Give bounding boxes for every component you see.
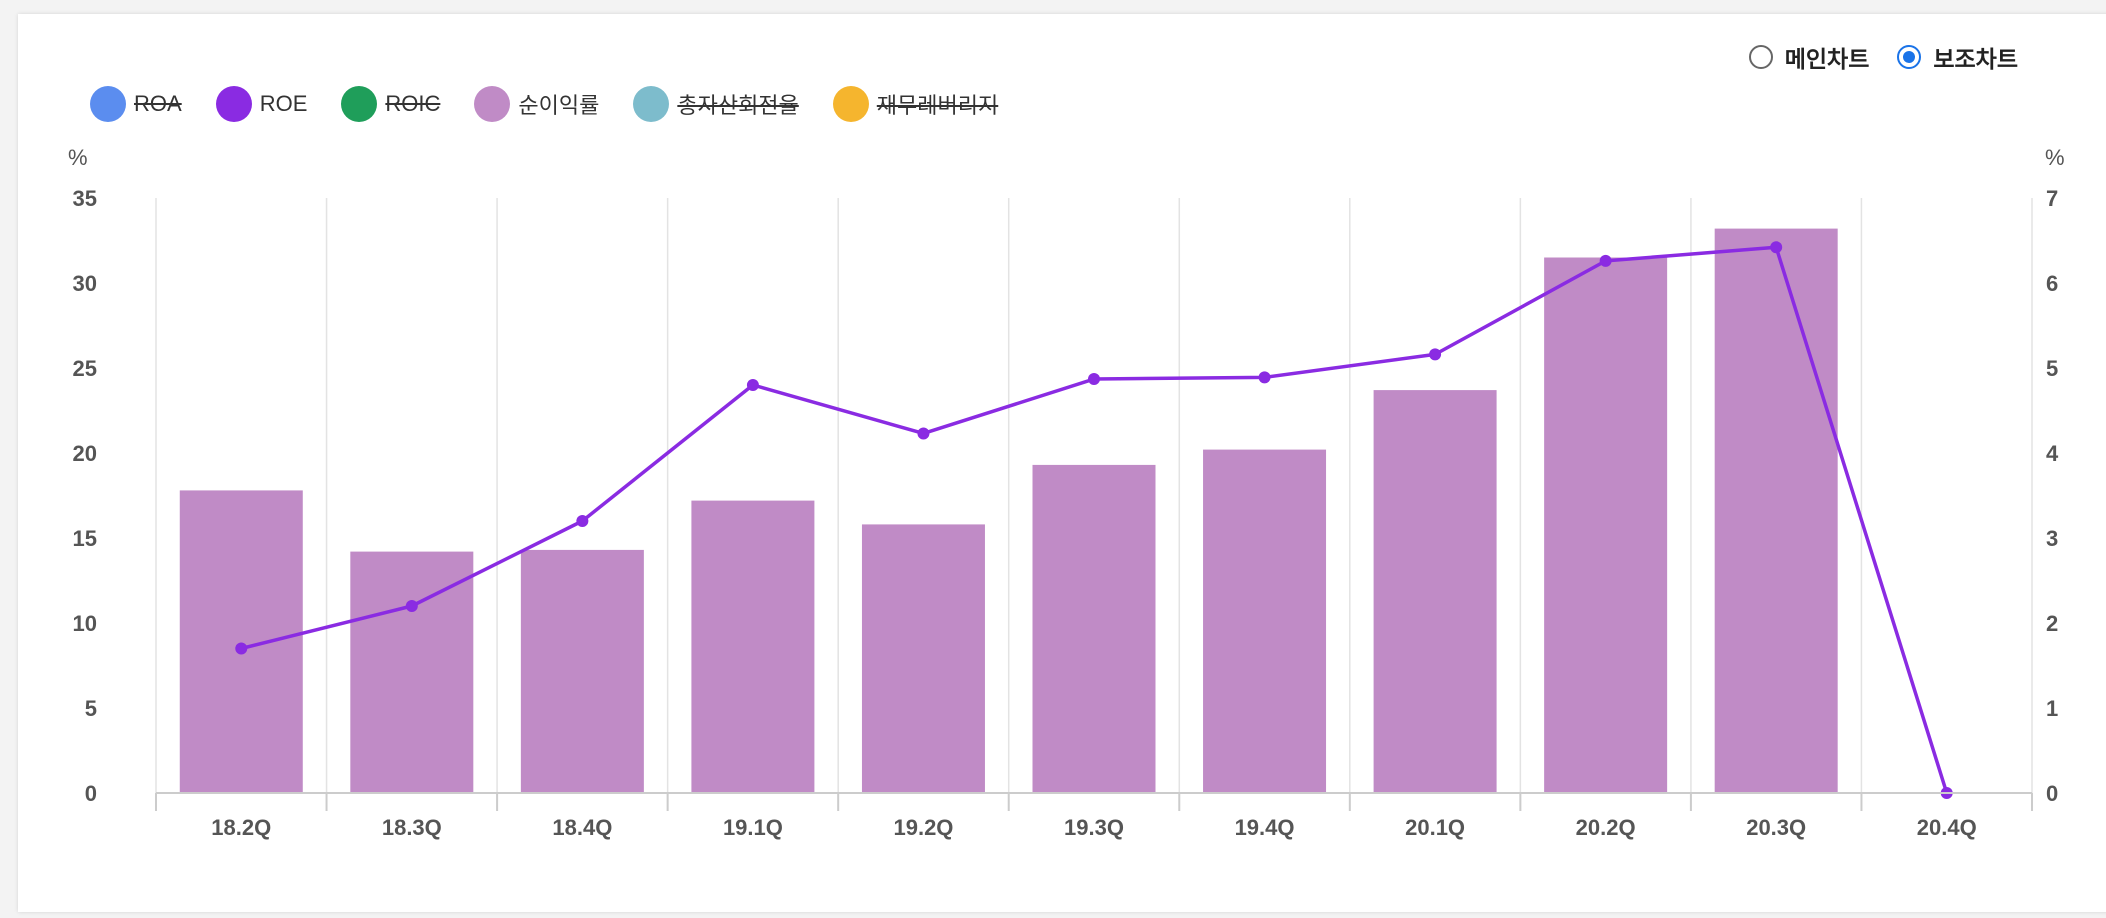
x-axis-tick-label: 18.4Q xyxy=(552,815,612,840)
chart-type-toggle: 메인차트 보조차트 xyxy=(1731,40,2018,74)
bar-net-margin xyxy=(1544,257,1668,793)
legend-label-financial-leverage: 재무레버리지 xyxy=(876,93,999,118)
left-axis-tick-label: 25 xyxy=(73,356,97,381)
point-roe xyxy=(746,379,759,391)
x-axis-tick-label: 18.2Q xyxy=(211,815,271,840)
x-axis-tick-label: 19.3Q xyxy=(1064,815,1124,840)
right-axis-tick-label: 3 xyxy=(2046,526,2058,551)
chart-legend: ROA ROE ROIC 순이익률 총자산회전율 재무레버리지 xyxy=(90,86,1032,122)
right-axis-tick-label: 7 xyxy=(2046,186,2058,211)
bar-series-net-margin xyxy=(179,228,1838,794)
bar-net-margin xyxy=(179,490,303,793)
x-axis-tick-label: 20.4Q xyxy=(1917,815,1977,840)
left-axis-tick-label: 15 xyxy=(73,526,97,551)
legend-dot-financial-leverage xyxy=(832,86,869,122)
line-series-roe xyxy=(235,241,1953,799)
legend-item-roic[interactable]: ROIC xyxy=(341,86,440,122)
sub-chart-radio[interactable] xyxy=(1897,45,1922,69)
x-axis-tick-label: 19.1Q xyxy=(723,815,783,840)
x-axis-tick-label: 20.1Q xyxy=(1405,815,1465,840)
left-axis-tick-label: 0 xyxy=(85,781,97,806)
point-roe xyxy=(1599,254,1612,267)
right-axis-tick-label: 0 xyxy=(2046,781,2058,806)
point-roe xyxy=(405,600,418,612)
point-roe xyxy=(1429,348,1442,361)
legend-item-asset-turnover[interactable]: 총자산회전율 xyxy=(633,86,799,122)
bar-net-margin xyxy=(350,551,474,793)
x-axis-tick-label: 18.3Q xyxy=(382,815,442,840)
right-axis-tick-label: 2 xyxy=(2046,611,2058,636)
bar-net-margin xyxy=(520,549,644,793)
left-axis-tick-label: 10 xyxy=(73,611,97,636)
x-axis-tick-label: 20.3Q xyxy=(1746,815,1806,840)
legend-label-roic: ROIC xyxy=(385,91,441,116)
legend-label-roe: ROE xyxy=(259,91,308,116)
point-roe xyxy=(235,642,248,655)
axis-layer: 0 5 10 15 20 25 30 35 0 1 2 3 4 5 6 7 18.2Q 18.3Q 18.4Q 19.… xyxy=(73,186,2059,840)
right-axis-tick-label: 6 xyxy=(2046,271,2058,296)
legend-label-roa: ROA xyxy=(134,91,182,116)
right-axis-unit: % xyxy=(2045,145,2065,170)
point-roe xyxy=(576,515,589,527)
point-roe xyxy=(1088,373,1100,386)
bar-net-margin xyxy=(1032,464,1156,793)
bar-net-margin xyxy=(1714,228,1838,794)
main-chart-radio-option[interactable]: 메인차트 xyxy=(1748,40,1870,74)
main-chart-radio[interactable] xyxy=(1748,45,1773,69)
x-axis-tick-label: 20.2Q xyxy=(1576,815,1636,840)
point-roe xyxy=(917,427,930,440)
left-axis-unit: % xyxy=(68,145,88,170)
legend-item-financial-leverage[interactable]: 재무레버리지 xyxy=(832,86,999,122)
legend-dot-roic xyxy=(341,86,378,122)
legend-label-net-margin: 순이익률 xyxy=(518,93,600,118)
left-axis-tick-label: 20 xyxy=(73,441,97,466)
point-roe xyxy=(1258,371,1271,384)
x-axis-tick-label: 19.2Q xyxy=(893,815,953,840)
grid-layer xyxy=(155,198,2033,793)
right-axis-tick-label: 5 xyxy=(2046,356,2058,381)
bar-net-margin xyxy=(1373,390,1497,793)
main-chart-label: 메인차트 xyxy=(1784,46,1870,72)
legend-dot-roa xyxy=(90,86,126,122)
sub-chart-label: 보조차트 xyxy=(1933,46,2018,72)
legend-dot-asset-turnover xyxy=(633,86,670,122)
legend-item-roe[interactable]: ROE xyxy=(215,86,308,122)
left-axis-tick-label: 35 xyxy=(73,186,97,211)
bar-net-margin xyxy=(1203,449,1327,793)
right-axis-tick-label: 1 xyxy=(2046,696,2058,721)
bar-net-margin xyxy=(691,500,815,793)
sub-chart-radio-option[interactable]: 보조차트 xyxy=(1897,40,2018,74)
legend-item-net-margin[interactable]: 순이익률 xyxy=(474,86,599,122)
legend-label-asset-turnover: 총자산회전율 xyxy=(677,93,799,118)
bar-net-margin xyxy=(861,524,985,793)
right-axis-tick-label: 4 xyxy=(2046,441,2059,466)
x-axis-tick-label: 19.4Q xyxy=(1235,815,1295,840)
legend-item-roa[interactable]: ROA xyxy=(90,86,182,122)
legend-dot-net-margin xyxy=(474,86,511,122)
left-axis-tick-label: 5 xyxy=(85,696,97,721)
legend-dot-roe xyxy=(215,86,252,122)
left-axis-tick-label: 30 xyxy=(73,271,97,296)
point-roe xyxy=(1770,241,1783,254)
